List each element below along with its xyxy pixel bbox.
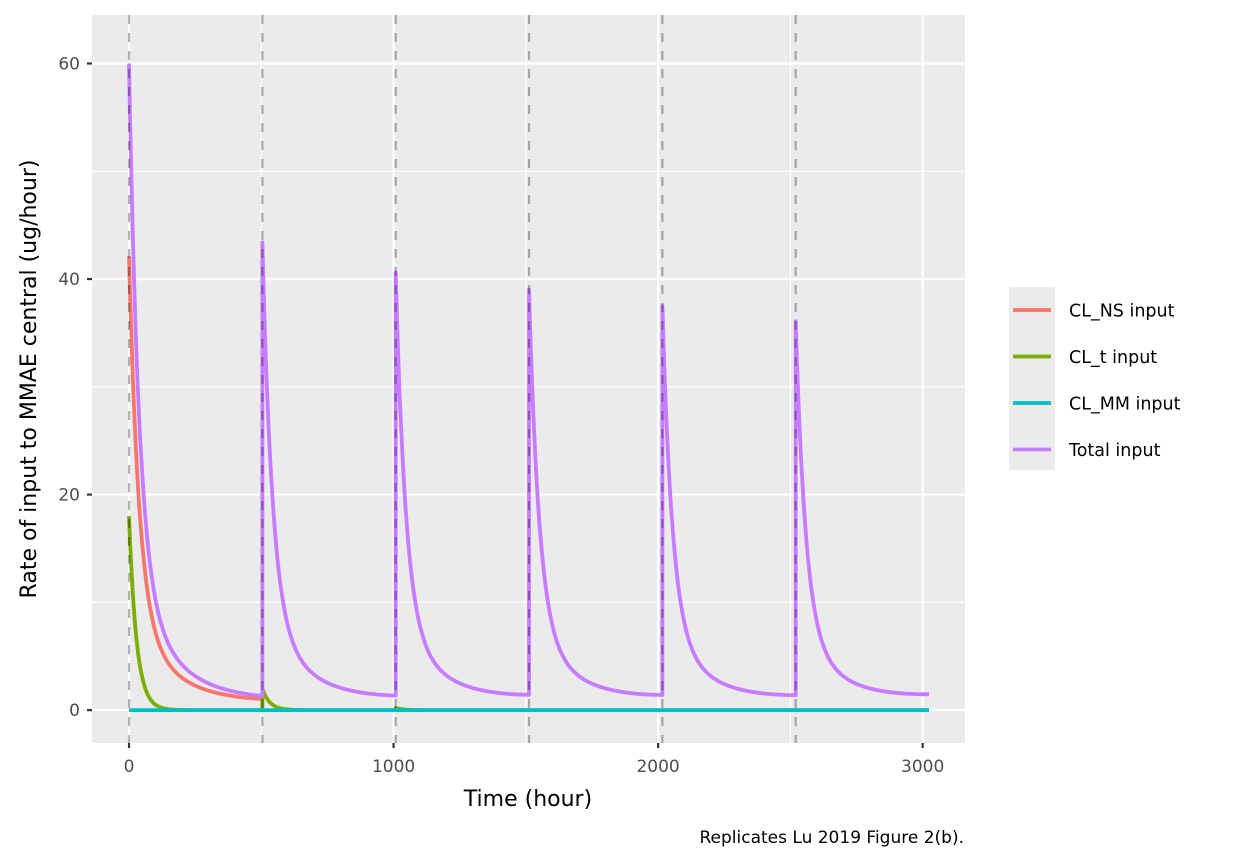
x-tick-label: 1000 — [372, 757, 415, 777]
caption: Replicates Lu 2019 Figure 2(b). — [700, 828, 965, 848]
legend: CL_NS input CL_t input CL_MM input Total in… — [1009, 287, 1181, 470]
y-axis-title: Rate of input to MMAE central (ug/hour) — [17, 160, 42, 599]
series-lines — [127, 63, 930, 712]
series-line-total-input — [127, 63, 930, 698]
y-tick-label: 40 — [58, 270, 80, 290]
y-tick-label: 0 — [69, 701, 80, 721]
y-tick-label: 20 — [58, 486, 80, 506]
x-tick-label: 2000 — [636, 757, 679, 777]
legend-key-background — [1009, 287, 1055, 470]
legend-label: CL_MM input — [1069, 395, 1181, 415]
legend-label: CL_NS input — [1069, 302, 1175, 322]
y-tick-label: 60 — [58, 54, 80, 74]
x-axis: 0 1000 2000 3000 — [124, 743, 944, 777]
x-tick-label: 0 — [124, 757, 135, 777]
legend-label: Total input — [1068, 441, 1161, 461]
x-tick-label: 3000 — [901, 757, 944, 777]
x-axis-title: Time (hour) — [463, 787, 592, 812]
series-line-cl_ns-input — [127, 256, 264, 701]
y-axis: 0 20 40 60 — [58, 54, 92, 721]
dose-vertical-lines — [127, 15, 797, 743]
legend-label: CL_t input — [1069, 348, 1157, 368]
